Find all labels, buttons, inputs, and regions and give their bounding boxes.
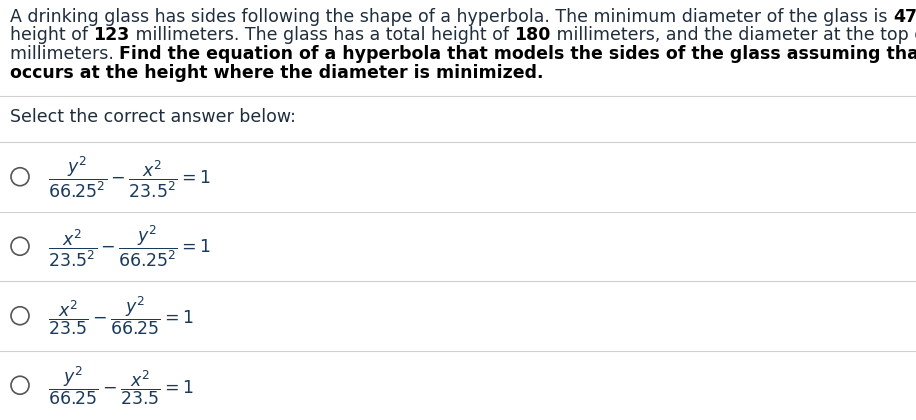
Text: $\dfrac{x^2}{23.5} - \dfrac{y^2}{66.25} = 1$: $\dfrac{x^2}{23.5} - \dfrac{y^2}{66.25} … bbox=[48, 294, 194, 337]
Text: 180: 180 bbox=[514, 26, 551, 45]
Text: millimeters. The glass has a total height of: millimeters. The glass has a total heigh… bbox=[130, 26, 514, 45]
Text: $\dfrac{x^2}{23.5^2} - \dfrac{y^2}{66.25^2} = 1$: $\dfrac{x^2}{23.5^2} - \dfrac{y^2}{66.25… bbox=[48, 223, 211, 269]
Text: Select the correct answer below:: Select the correct answer below: bbox=[10, 108, 296, 126]
Text: $\dfrac{y^2}{66.25} - \dfrac{x^2}{23.5} = 1$: $\dfrac{y^2}{66.25} - \dfrac{x^2}{23.5} … bbox=[48, 364, 194, 407]
Text: 47: 47 bbox=[893, 8, 916, 26]
Text: Find the equation of a hyperbola that models the sides of the glass assuming tha: Find the equation of a hyperbola that mo… bbox=[119, 45, 916, 63]
Text: occurs at the height where the diameter is minimized.: occurs at the height where the diameter … bbox=[10, 63, 543, 81]
Text: $\dfrac{y^2}{66.25^2} - \dfrac{x^2}{23.5^2} = 1$: $\dfrac{y^2}{66.25^2} - \dfrac{x^2}{23.5… bbox=[48, 154, 211, 199]
Text: A drinking glass has sides following the shape of a hyperbola. The minimum diame: A drinking glass has sides following the… bbox=[10, 8, 893, 26]
Text: 123: 123 bbox=[93, 26, 130, 45]
Text: millimeters.: millimeters. bbox=[10, 45, 119, 63]
Text: millimeters, and the diameter at the top of the glass is: millimeters, and the diameter at the top… bbox=[551, 26, 916, 45]
Text: height of: height of bbox=[10, 26, 93, 45]
